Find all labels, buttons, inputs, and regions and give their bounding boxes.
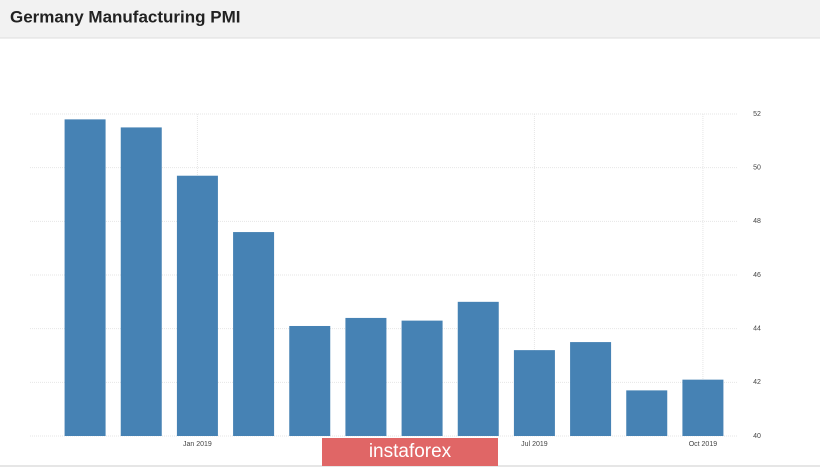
y-tick-label: 48 (753, 218, 761, 225)
y-tick-label: 40 (753, 433, 761, 440)
bar (289, 325, 331, 436)
y-tick-label: 44 (753, 326, 761, 333)
bar (682, 379, 724, 436)
bar (401, 320, 443, 436)
bar (233, 232, 275, 436)
header (0, 0, 820, 38)
x-tick-label: Jul 2019 (521, 441, 548, 448)
y-tick-label: 42 (753, 379, 761, 386)
y-tick-label: 46 (753, 272, 761, 279)
y-tick-label: 50 (753, 165, 761, 172)
bar (345, 317, 387, 436)
bar (120, 127, 162, 437)
x-tick-label: Oct 2019 (689, 441, 718, 448)
bar (457, 301, 499, 436)
y-tick-label: 52 (753, 111, 761, 118)
bar (513, 350, 555, 436)
bar (570, 342, 612, 436)
x-tick-label: Jan 2019 (183, 441, 212, 448)
chart-title: Germany Manufacturing PMI (10, 7, 240, 26)
bar (64, 119, 106, 436)
watermark-box (322, 438, 498, 466)
plot: 40 42 44 46 48 50 52 Jan 2019 Jul 2019 Oct 2019 (30, 111, 761, 448)
bar (626, 390, 668, 436)
watermark: instaforex (369, 441, 452, 462)
bar (176, 175, 218, 436)
